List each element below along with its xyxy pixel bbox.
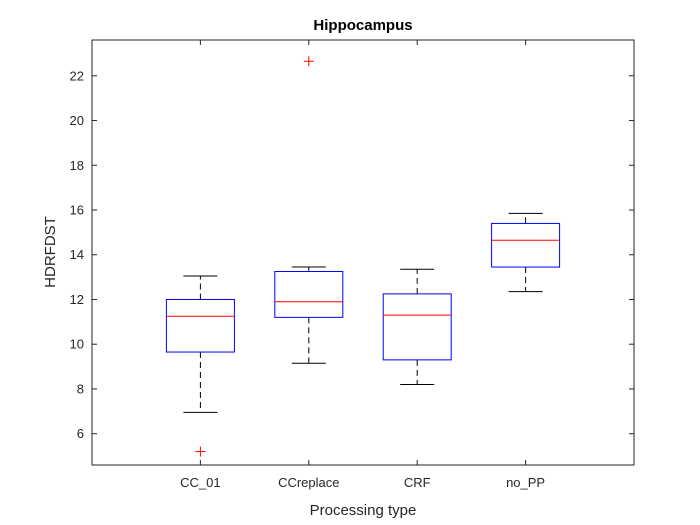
x-tick-label: no_PP [506, 475, 545, 490]
y-tick-label: 12 [70, 292, 84, 307]
outlier-marker [303, 56, 314, 67]
y-tick-label: 16 [70, 203, 84, 218]
y-tick-label: 10 [70, 337, 84, 352]
y-tick-label: 18 [70, 158, 84, 173]
y-tick-label: 6 [77, 426, 84, 441]
outlier-marker [195, 446, 206, 457]
x-axis-label: Processing type [310, 502, 417, 519]
y-tick-label: 22 [70, 68, 84, 83]
box-CRF [382, 293, 452, 361]
y-axis: 6 8 10 12 14 16 18 20 22 [70, 68, 634, 441]
y-tick-label: 14 [70, 247, 84, 262]
box-no_PP [491, 222, 561, 268]
boxes-layer [165, 56, 561, 457]
y-tick-label: 8 [77, 381, 84, 396]
box-CC_01 [165, 298, 235, 353]
x-axis: CC_01 CCreplace CRF no_PP [180, 40, 545, 490]
y-axis-label: HDRFDST [42, 216, 59, 288]
plot-area [91, 39, 635, 466]
x-tick-label: CC_01 [180, 475, 220, 490]
x-tick-label: CCreplace [278, 475, 339, 490]
box-CCreplace [274, 271, 344, 318]
chart-title: Hippocampus [313, 17, 412, 34]
y-tick-label: 20 [70, 113, 84, 128]
x-tick-label: CRF [404, 475, 431, 490]
